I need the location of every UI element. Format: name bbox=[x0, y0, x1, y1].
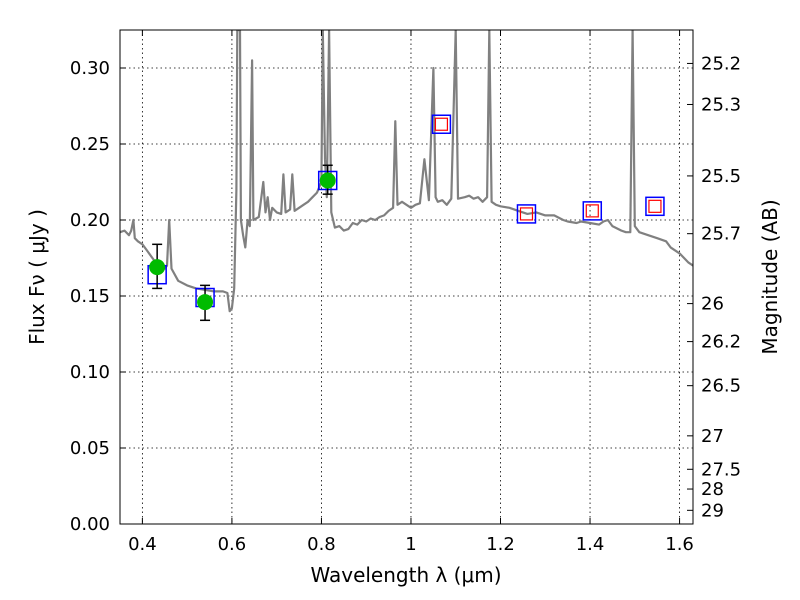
upper-limit-square bbox=[519, 207, 534, 221]
y-tick-label: 0.30 bbox=[70, 58, 110, 79]
right-axis-label: Magnitude (AB) bbox=[758, 199, 782, 354]
mag-tick-label: 27 bbox=[701, 426, 724, 447]
x-tick-label: 1.6 bbox=[665, 534, 694, 555]
mag-tick-label: 28 bbox=[701, 479, 724, 500]
mag-tick-label: 25.5 bbox=[701, 166, 741, 187]
plot-area bbox=[120, 30, 693, 322]
y-tick-label: 0.15 bbox=[70, 286, 110, 307]
axis-ticks: 0.4 0.6 0.8 1 1.2 1.4 1.6 0.00 0.05 0.10 0.15 0.20 0… bbox=[70, 30, 741, 555]
mag-tick-label: 27.5 bbox=[701, 459, 741, 480]
model-bandflux-square bbox=[431, 114, 452, 134]
x-tick-label: 0.8 bbox=[307, 534, 336, 555]
x-tick-label: 1 bbox=[405, 534, 416, 555]
plot-frame bbox=[119, 29, 694, 525]
y-tick-label: 0.10 bbox=[70, 362, 110, 383]
x-tick-label: 1.2 bbox=[486, 534, 515, 555]
model-bandflux-square bbox=[645, 196, 665, 217]
x-axis-label: Wavelength λ (μm) bbox=[310, 563, 501, 587]
mag-tick-label: 26 bbox=[701, 294, 724, 315]
y-axis-label: Flux Fν ( μJy ) bbox=[25, 209, 49, 345]
mag-tick-label: 26.5 bbox=[701, 376, 741, 397]
mag-tick-label: 25.3 bbox=[701, 94, 741, 115]
mag-tick-label: 29 bbox=[701, 500, 724, 521]
detection-point bbox=[149, 259, 166, 276]
x-tick-label: 1.4 bbox=[576, 534, 605, 555]
plot-clip-group bbox=[120, 30, 693, 322]
y-tick-label: 0.20 bbox=[70, 210, 110, 231]
upper-limit-square bbox=[585, 204, 599, 218]
x-tick-label: 0.4 bbox=[128, 534, 157, 555]
mag-tick-label: 25.2 bbox=[701, 53, 741, 74]
mag-tick-label: 26.2 bbox=[701, 332, 741, 353]
y-tick-label: 0.25 bbox=[70, 134, 110, 155]
mag-tick-label: 25.7 bbox=[701, 224, 741, 245]
upper-limit-square bbox=[648, 199, 662, 213]
model-bandflux-square bbox=[516, 204, 537, 224]
detection-point bbox=[197, 294, 214, 311]
model-spectrum-line bbox=[120, 30, 693, 313]
y-tick-label: 0.00 bbox=[70, 514, 110, 535]
upper-limit-square bbox=[434, 117, 449, 131]
x-tick-label: 0.6 bbox=[218, 534, 247, 555]
y-tick-label: 0.05 bbox=[70, 438, 110, 459]
model-bandflux-square bbox=[582, 201, 603, 221]
detection-point bbox=[319, 172, 336, 189]
